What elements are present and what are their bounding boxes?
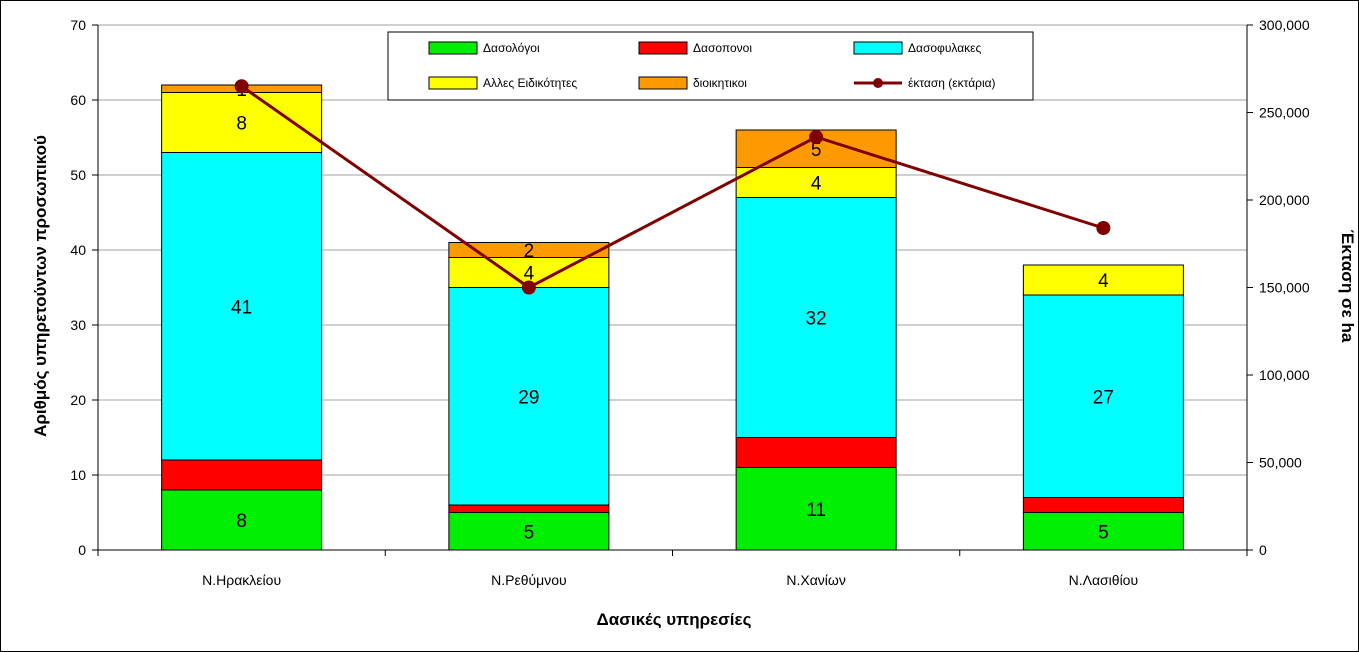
y2-tick-label: 100,000 (1259, 367, 1310, 383)
bar-segment (448, 504, 610, 513)
data-label: 5 (1098, 522, 1109, 543)
legend-swatch (428, 76, 478, 90)
bar-segment (1022, 264, 1184, 296)
y2-tick-label: 250,000 (1259, 105, 1310, 121)
bar-segment (1022, 497, 1184, 513)
y-tick-label: 0 (78, 542, 86, 558)
legend-swatch (853, 41, 903, 55)
line-point (1096, 221, 1111, 235)
y2-tick-label: 150,000 (1259, 280, 1310, 296)
y-tick-label: 10 (70, 467, 86, 483)
data-label: 5 (524, 522, 535, 543)
bar-segment (161, 459, 323, 491)
legend-label: έκταση (εκτάρια) (908, 76, 996, 90)
x-tick-label: Ν.Ηρακλείου (202, 572, 281, 588)
bar-segment (448, 242, 610, 258)
data-label: 2 (524, 241, 535, 262)
bar-segment (735, 197, 897, 438)
legend-swatch (638, 41, 688, 55)
legend: Δασολόγοι Δασοπονοι Δασοφυλακες Αλλες Ειδικ… (387, 31, 1034, 101)
line-point (809, 130, 824, 144)
y2-tick-label: 0 (1259, 542, 1267, 558)
bar-segment (1022, 512, 1184, 551)
y-axis-title: Αριθμός υπηρετούντων προσωπικού (31, 135, 50, 437)
legend-swatch (428, 41, 478, 55)
bar-segment (735, 467, 897, 551)
legend-label: διοικητικοι (693, 76, 747, 90)
bar-segment (1022, 294, 1184, 498)
legend-swatch (638, 76, 688, 90)
bar-segment (448, 512, 610, 551)
bar-segment (735, 167, 897, 198)
y2-tick-label: 50,000 (1259, 455, 1302, 471)
data-label: 32 (806, 309, 827, 330)
y-tick-label: 20 (70, 392, 86, 408)
legend-label: Δασοπονοι (693, 41, 752, 55)
data-labels: 84181529421132455274 (231, 80, 1114, 544)
data-label: 27 (1093, 387, 1114, 408)
data-label: 5 (811, 140, 822, 161)
legend-label: Δασοφυλακες (908, 41, 981, 55)
data-label: 11 (806, 500, 826, 521)
x-tick-label: Ν.Ρεθύμνου (491, 572, 567, 588)
legend-box (387, 31, 1034, 101)
y-tick-label: 30 (70, 317, 86, 333)
bars (161, 84, 1184, 551)
legend-line-marker (873, 78, 883, 88)
data-label: 4 (811, 174, 822, 195)
bar-segment (735, 437, 897, 468)
y2-tick-label: 300,000 (1259, 17, 1310, 33)
line-point (521, 280, 536, 295)
y2-axis-title: Έκταση σε ha (1338, 230, 1357, 343)
data-label: 8 (236, 114, 247, 135)
data-label: 4 (1098, 271, 1109, 292)
legend-label: Αλλες Ειδικότητες (483, 76, 577, 90)
data-label: 8 (236, 511, 247, 532)
data-label: 29 (518, 387, 539, 408)
y-tick-label: 60 (70, 92, 86, 108)
y-tick-label: 50 (70, 167, 86, 183)
y2-tick-label: 200,000 (1259, 192, 1310, 208)
y-tick-label: 70 (70, 17, 86, 33)
line-point (234, 79, 249, 94)
legend-label: Δασολόγοι (483, 41, 540, 55)
x-tick-label: Ν.Χανίων (786, 572, 845, 588)
axes: 0 10 20 30 40 50 60 70 0 50,000 100,000 150,000 200,… (70, 17, 1309, 588)
area-line-series (234, 79, 1111, 295)
data-label: 41 (231, 297, 252, 318)
data-label: 4 (524, 264, 535, 285)
x-axis-title: Δασικές υπηρεσίες (597, 610, 752, 629)
bar-segment (448, 287, 610, 506)
x-tick-label: Ν.Λασιθίου (1069, 572, 1139, 588)
line-series-path (240, 85, 1104, 290)
y-tick-label: 40 (70, 242, 86, 258)
bar-segment (161, 152, 323, 461)
